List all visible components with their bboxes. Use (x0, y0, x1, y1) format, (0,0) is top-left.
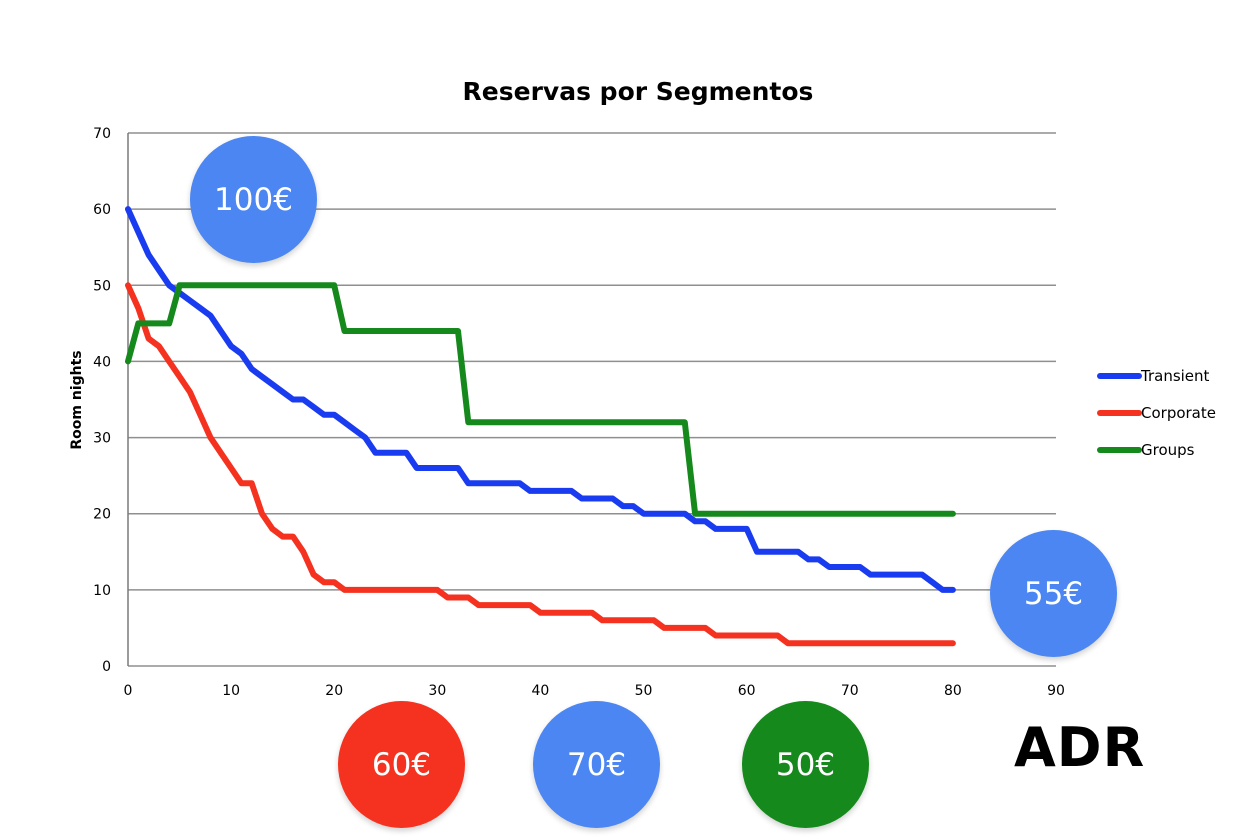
y-tick-label: 30 (93, 431, 111, 447)
y-tick-label: 40 (93, 354, 111, 370)
series-line-transient (125, 206, 956, 593)
y-tick-label: 0 (102, 659, 111, 675)
x-tick-label: 0 (124, 683, 133, 699)
y-tick-label: 20 (93, 507, 111, 523)
gridlines (128, 132, 1056, 667)
x-tick-labels: 0 10 20 30 40 50 60 70 80 90 (124, 683, 1065, 699)
price-badge-groups: 50€ (742, 701, 869, 828)
x-tick-label: 90 (1047, 683, 1065, 699)
y-tick-label: 60 (93, 202, 111, 218)
price-badge-transient-high: 100€ (190, 136, 317, 263)
x-tick-label: 10 (222, 683, 240, 699)
price-badge-corporate: 60€ (338, 701, 465, 828)
legend-label-transient: Transient (1140, 367, 1210, 385)
y-tick-label: 50 (93, 278, 111, 294)
legend-label-corporate: Corporate (1141, 404, 1216, 422)
x-tick-label: 30 (428, 683, 446, 699)
legend-label-groups: Groups (1141, 441, 1195, 459)
x-tick-label: 40 (532, 683, 550, 699)
series-line-groups (125, 282, 956, 517)
price-badge-transient-low: 55€ (990, 530, 1117, 657)
series-lines (125, 206, 956, 647)
x-tick-label: 20 (325, 683, 343, 699)
series-line-corporate (125, 282, 956, 647)
chart-title: Reservas por Segmentos (463, 77, 814, 106)
y-tick-label: 70 (93, 126, 111, 142)
x-tick-label: 50 (635, 683, 653, 699)
y-tick-label: 10 (93, 583, 111, 599)
legend: Transient Corporate Groups (1097, 367, 1216, 459)
x-tick-label: 80 (944, 683, 962, 699)
x-tick-label: 70 (841, 683, 859, 699)
x-tick-label: 60 (738, 683, 756, 699)
y-tick-labels: 0 10 20 30 40 50 60 70 (93, 126, 111, 675)
price-badge-transient: 70€ (533, 701, 660, 828)
adr-label: ADR (1014, 716, 1146, 779)
y-axis-label: Room nights (69, 350, 85, 449)
